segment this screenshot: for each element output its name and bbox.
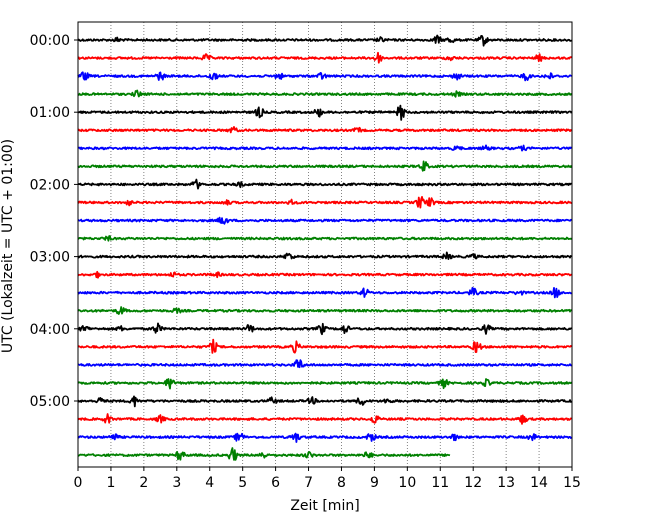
x-tick-label: 4 <box>205 475 214 491</box>
x-axis-label: Zeit [min] <box>290 498 359 514</box>
trace-line-0445 <box>77 378 573 390</box>
x-tick-label: 14 <box>530 475 548 491</box>
trace-line-0315 <box>77 270 573 279</box>
trace-line-0215 <box>77 195 572 209</box>
x-tick-label: 1 <box>106 475 115 491</box>
trace-line-0230 <box>77 216 572 225</box>
x-tick-label: 12 <box>464 475 482 491</box>
trace-line-0415 <box>77 338 573 354</box>
y-tick-label: 00:00 <box>30 33 70 49</box>
trace-lines <box>77 34 573 461</box>
x-tick-label: 15 <box>563 475 581 491</box>
y-tick-label: 01:00 <box>30 105 70 121</box>
trace-line-0115 <box>77 126 573 134</box>
trace-line-0500 <box>77 395 573 408</box>
trace-line-0015 <box>77 51 572 64</box>
x-tick-label: 6 <box>271 475 280 491</box>
grid-lines <box>110 22 540 467</box>
x-tick-label: 13 <box>497 475 515 491</box>
x-tick-label: 2 <box>139 475 148 491</box>
trace-line-0030 <box>77 71 572 82</box>
trace-line-0400 <box>77 322 572 336</box>
x-tick-label: 0 <box>74 475 83 491</box>
trace-line-0000 <box>77 34 572 47</box>
trace-line-0330 <box>77 286 572 299</box>
y-axis-label: UTC (Lokalzeit = UTC + 01:00) <box>0 139 16 353</box>
y-tick-label: 03:00 <box>30 250 70 266</box>
trace-line-0430 <box>77 359 572 369</box>
x-tick-label: 3 <box>172 475 181 491</box>
trace-line-0145 <box>77 160 573 172</box>
trace-line-0300 <box>77 251 573 261</box>
trace-line-0130 <box>77 144 573 152</box>
trace-line-0545 <box>77 447 451 461</box>
x-tick-label: 8 <box>337 475 346 491</box>
trace-line-0530 <box>77 432 573 443</box>
trace-line-0345 <box>77 306 572 315</box>
trace-line-0245 <box>77 235 572 242</box>
y-tick-label: 05:00 <box>30 394 70 410</box>
y-axis-ticks: 00:00 01:00 02:00 03:00 04:00 05:00 <box>30 33 78 410</box>
x-tick-label: 7 <box>304 475 313 491</box>
x-tick-label: 10 <box>398 475 416 491</box>
trace-line-0100 <box>77 104 573 121</box>
x-tick-label: 11 <box>431 475 449 491</box>
trace-line-0200 <box>77 178 572 190</box>
x-tick-label: 5 <box>238 475 247 491</box>
x-tick-label: 9 <box>370 475 379 491</box>
plot-frame <box>77 21 573 468</box>
trace-line-0045 <box>77 89 573 98</box>
trace-line-0515 <box>77 413 572 425</box>
y-tick-label: 04:00 <box>30 322 70 338</box>
y-tick-label: 02:00 <box>30 177 70 193</box>
x-axis-ticks: 0 1 2 3 4 5 6 7 8 9 10 11 12 13 14 15 <box>74 467 581 491</box>
